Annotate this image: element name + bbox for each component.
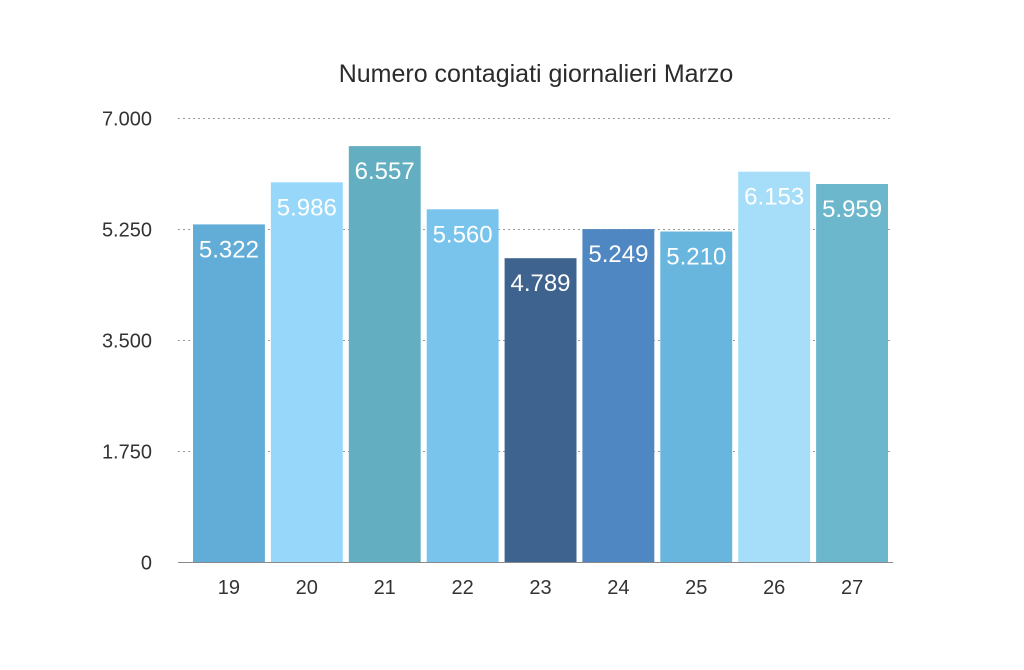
x-tick-label: 24: [607, 577, 629, 599]
bar: [270, 182, 343, 563]
bar: [816, 184, 888, 562]
y-axis-ticks: 0 1.750 3.500 5.250 7.000: [102, 109, 152, 575]
bar: [193, 224, 265, 562]
bar: [504, 258, 577, 562]
y-tick-label: 7.000: [102, 109, 152, 131]
bars: [193, 146, 888, 563]
y-tick-label: 1.750: [102, 442, 152, 464]
bar: [738, 171, 811, 562]
y-tick-label: 0: [141, 553, 152, 575]
data-label: 6.153: [744, 184, 804, 211]
x-tick-label: 19: [218, 577, 240, 599]
x-tick-label: 21: [374, 577, 396, 599]
y-tick-label: 5.250: [102, 220, 152, 242]
x-tick-label: 25: [685, 577, 707, 599]
x-tick-label: 22: [451, 577, 473, 599]
x-tick-label: 23: [529, 577, 551, 599]
bar: [348, 146, 421, 562]
x-axis-ticks: 19 20 21 22 23 24 25 26 27: [218, 577, 863, 599]
chart-title: Numero contagiati giornalieri Marzo: [339, 60, 734, 88]
data-label: 5.959: [822, 196, 882, 223]
data-label: 5.210: [666, 244, 726, 271]
bar: [426, 209, 499, 563]
data-label: 4.789: [510, 270, 570, 297]
x-tick-label: 20: [296, 577, 318, 599]
y-tick-label: 3.500: [102, 331, 152, 353]
data-label: 5.986: [277, 194, 337, 221]
x-tick-label: 27: [841, 577, 863, 599]
data-label: 5.249: [588, 241, 648, 268]
data-labels: 5.322 5.986 6.557 5.560 4.789 5.249 5.210 6.153…: [199, 158, 882, 297]
data-label: 6.557: [355, 158, 415, 185]
data-label: 5.322: [199, 236, 259, 263]
data-label: 5.560: [433, 221, 493, 248]
x-tick-label: 26: [763, 577, 785, 599]
bar: [582, 229, 655, 562]
bar: [660, 231, 733, 562]
